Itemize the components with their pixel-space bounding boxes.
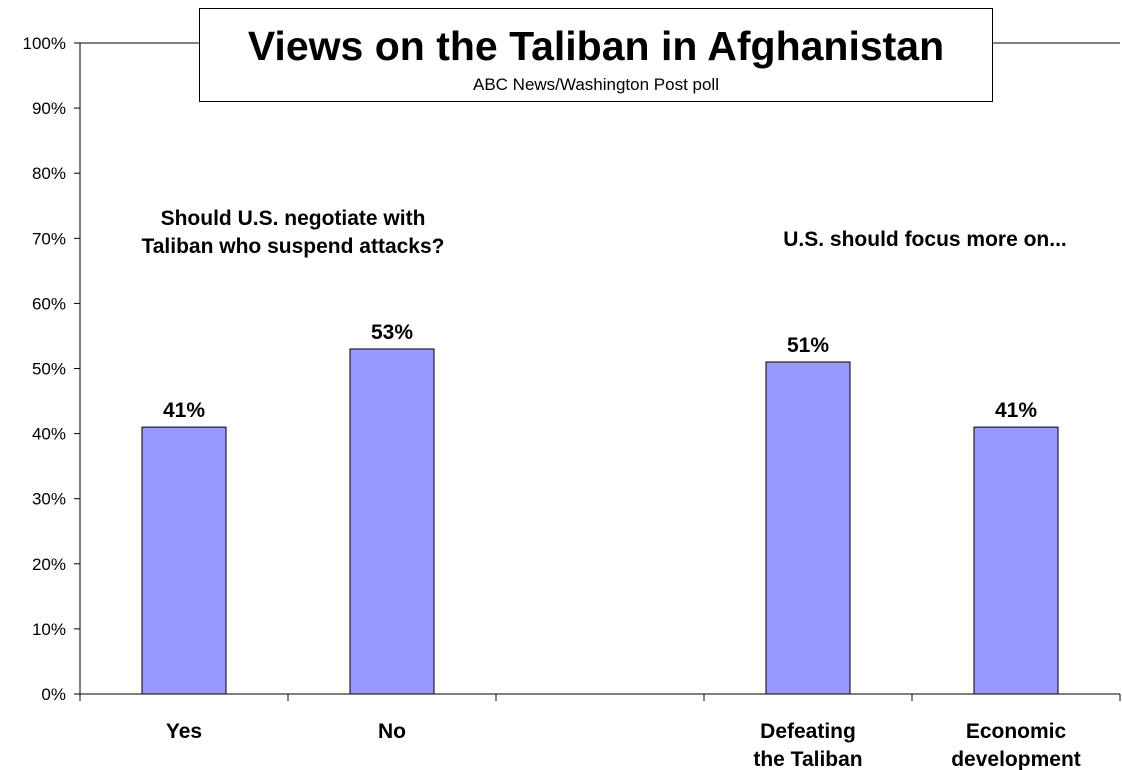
bar: [141, 426, 227, 695]
y-tick-label: 70%: [32, 229, 66, 248]
bar: [349, 348, 435, 695]
annotation-negotiate-line-2: Taliban who suspend attacks?: [141, 235, 445, 258]
data-label: 53%: [371, 321, 413, 344]
y-tick-label: 10%: [32, 620, 66, 639]
x-tick-label: Yes: [166, 720, 202, 743]
x-tick-label: Defeating: [760, 720, 856, 743]
y-tick-label: 100%: [23, 34, 66, 53]
x-tick-label: development: [951, 748, 1081, 770]
y-tick-label: 20%: [32, 555, 66, 574]
y-tick-label: 0%: [41, 685, 66, 704]
annotation-negotiate: Should U.S. negotiate with Taliban who s…: [118, 205, 468, 261]
y-tick-label: 40%: [32, 425, 66, 444]
data-label: 41%: [163, 399, 205, 422]
annotation-focus-line-1: U.S. should focus more on...: [783, 228, 1067, 251]
chart-subtitle: ABC News/Washington Post poll: [473, 75, 719, 94]
y-tick-label: 80%: [32, 164, 66, 183]
bars: 41% 53% 51% 41%: [141, 321, 1059, 695]
bar: [765, 361, 851, 695]
bar: [973, 426, 1059, 695]
annotation-focus: U.S. should focus more on...: [745, 226, 1105, 254]
data-label: 51%: [787, 334, 829, 357]
chart-title: Views on the Taliban in Afghanistan: [247, 23, 945, 69]
y-tick-label: 60%: [32, 294, 66, 313]
y-tick-label: 30%: [32, 490, 66, 509]
x-tick-label: No: [378, 720, 406, 743]
x-tick-label: the Taliban: [753, 748, 862, 770]
axes: 0% 10% 20% 30% 40% 50% 60% 70% 80% 90% 100% Yes No De…: [23, 34, 1121, 770]
x-tick-label: Economic: [966, 720, 1067, 743]
y-tick-label: 90%: [32, 99, 66, 118]
data-label: 41%: [995, 399, 1037, 422]
annotation-negotiate-line-1: Should U.S. negotiate with: [160, 207, 426, 230]
y-tick-label: 50%: [32, 360, 66, 379]
title-box: Views on the Taliban in Afghanistan ABC …: [199, 8, 993, 102]
